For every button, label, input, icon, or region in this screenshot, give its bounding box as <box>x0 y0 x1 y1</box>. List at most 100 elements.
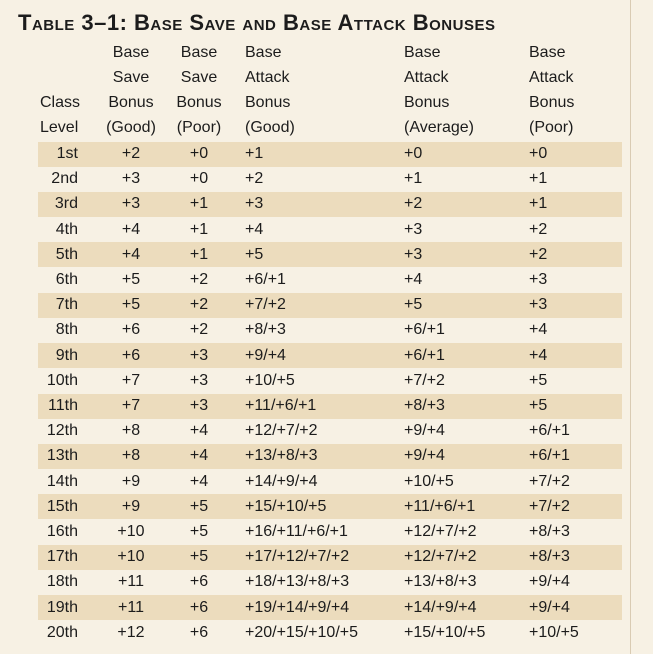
table-cell: +3 <box>189 371 209 389</box>
table-cell: +1 <box>404 170 423 188</box>
table-cell: +4 <box>529 321 548 339</box>
row-shade <box>38 191 622 217</box>
table-cell: +7 <box>121 371 141 389</box>
row-label: 12th <box>46 422 78 440</box>
table-cell: +5 <box>189 548 209 566</box>
table-cell: +4 <box>189 422 209 440</box>
table-cell: +7/+2 <box>404 371 445 389</box>
table-cell: +2 <box>189 321 209 339</box>
table-cell: +8 <box>121 447 141 465</box>
column-header: Base <box>245 44 282 61</box>
column-header: (Poor) <box>176 119 222 136</box>
table-cell: +4 <box>189 472 209 490</box>
table-cell: +12/+7/+2 <box>404 548 477 566</box>
row-label: 9th <box>55 346 78 364</box>
table-cell: +6 <box>121 321 141 339</box>
row-shade <box>38 242 622 268</box>
table-cell: +7/+2 <box>529 497 570 515</box>
table-cell: +0 <box>404 145 423 162</box>
table-cell: +8/+3 <box>404 397 445 414</box>
column-header: Base <box>404 44 441 61</box>
table-cell: +9/+4 <box>245 346 286 364</box>
column-header: Bonus <box>108 94 154 111</box>
table-cell: +15/+10/+5 <box>404 623 486 641</box>
table-cell: +3 <box>404 220 423 238</box>
row-label: 3rd <box>54 195 78 213</box>
row-shade <box>38 544 622 570</box>
column-header: (Poor) <box>529 119 574 136</box>
row-shade <box>38 595 622 621</box>
table-cell: +13/+8/+3 <box>404 573 477 591</box>
table-cell: +3 <box>121 170 141 188</box>
table-cell: +6/+1 <box>245 271 286 288</box>
table-cell: +2 <box>529 220 548 238</box>
row-label: 1st <box>56 145 78 162</box>
table-cell: +4 <box>529 346 548 364</box>
table-cell: +3 <box>404 245 423 263</box>
table-cell: +2 <box>404 195 423 213</box>
column-header: Save <box>112 69 150 86</box>
table-cell: +1 <box>529 170 548 188</box>
table-cell: +6 <box>189 598 209 616</box>
row-label: 15th <box>46 497 78 515</box>
row-label: 20th <box>46 623 78 641</box>
column-header: Base <box>112 44 150 61</box>
table-cell: +5 <box>245 245 264 263</box>
column-header: Save <box>180 69 218 86</box>
table-cell: +9/+4 <box>529 573 570 591</box>
table-cell: +5 <box>404 296 423 314</box>
column-header: (Good) <box>106 119 156 136</box>
row-label: 7th <box>55 296 78 314</box>
row-label: 16th <box>46 523 78 540</box>
table-cell: +2 <box>121 145 141 162</box>
column-header: Attack <box>529 69 574 86</box>
table-cell: +11/+6/+1 <box>404 497 476 515</box>
row-label: 5th <box>55 245 78 263</box>
table-cell: +1 <box>529 195 548 213</box>
column-header: Level <box>40 119 79 136</box>
table-cell: +9 <box>121 472 141 490</box>
row-shade <box>38 494 622 520</box>
table-cell: +9/+4 <box>404 422 445 440</box>
row-label: 4th <box>55 220 78 238</box>
table-cell: +0 <box>529 145 548 162</box>
row-label: 8th <box>55 321 78 339</box>
table-cell: +19/+14/+9/+4 <box>245 598 350 616</box>
table-cell: +1 <box>189 220 209 238</box>
table-cell: +0 <box>189 145 209 162</box>
table-cell: +10/+5 <box>404 472 454 490</box>
table-cell: +1 <box>245 145 264 162</box>
column-header: Bonus <box>529 94 575 111</box>
column-header: Attack <box>245 69 290 86</box>
table-cell: +8/+3 <box>245 321 286 339</box>
table-cell: +11 <box>118 598 144 616</box>
table-cell: +7/+2 <box>529 472 570 490</box>
column-header: Attack <box>404 69 449 86</box>
table-cell: +10/+5 <box>245 371 295 389</box>
table-cell: +10 <box>117 548 145 566</box>
table-cell: +15/+10/+5 <box>245 497 327 515</box>
table-cell: +12/+7/+2 <box>404 523 477 540</box>
table-cell: +11/+6/+1 <box>245 397 317 414</box>
table-cell: +17/+12/+7/+2 <box>245 548 350 566</box>
row-label: 10th <box>46 371 78 389</box>
table-cell: +3 <box>529 271 548 288</box>
table-cell: +12/+7/+2 <box>245 422 318 440</box>
table-cell: +12 <box>117 623 145 641</box>
table-cell: +7/+2 <box>245 296 286 314</box>
table-cell: +13/+8/+3 <box>245 447 318 465</box>
table-cell: +9/+4 <box>404 447 445 465</box>
row-label: 18th <box>46 573 78 591</box>
table-cell: +8 <box>121 422 141 440</box>
table-cell: +3 <box>189 397 209 414</box>
table-cell: +3 <box>529 296 548 314</box>
table-title: Table 3–1: Base Save and Base Attack Bon… <box>18 10 496 35</box>
table-cell: +6 <box>189 623 209 641</box>
table-cell: +10/+5 <box>529 623 579 641</box>
table-cell: +2 <box>189 296 209 314</box>
table-cell: +5 <box>189 523 209 540</box>
table-cell: +14/+9/+4 <box>245 472 318 490</box>
table-cell: +9/+4 <box>529 598 570 616</box>
column-header: Base <box>180 44 218 61</box>
